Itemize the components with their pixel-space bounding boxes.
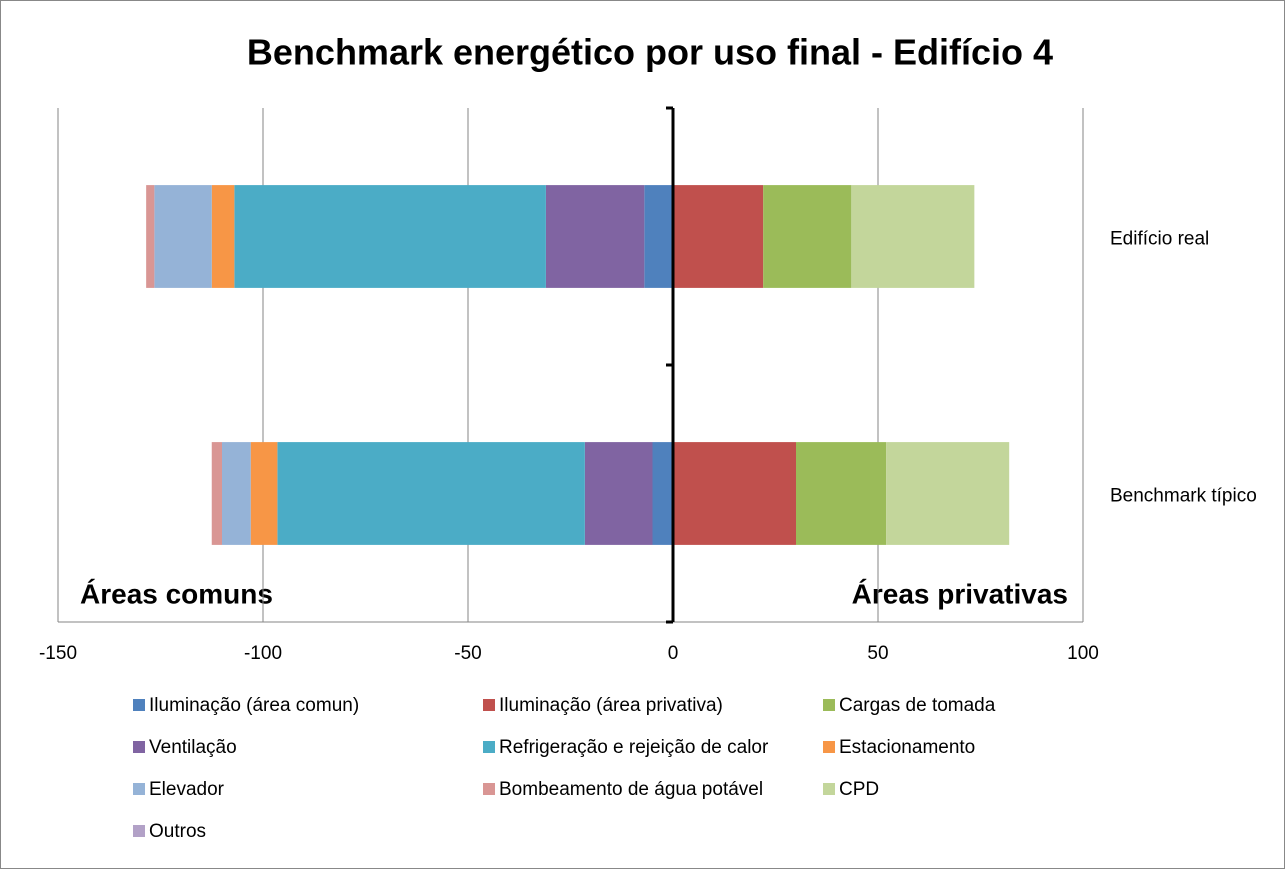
bar [644,185,673,288]
bar [886,442,1010,545]
bar [250,442,278,545]
legend-label: Refrigeração e rejeição de calor [499,737,769,758]
annotation: Áreas comuns [80,578,273,609]
bar [234,185,546,288]
bar [796,442,887,545]
legend-label: Iluminação (área privativa) [499,695,723,716]
bar [673,185,764,288]
legend-swatch [823,783,835,795]
bar [673,442,796,545]
legend-label: Estacionamento [839,737,975,758]
bar [277,442,585,545]
legend-label: CPD [839,779,879,800]
legend-swatch [823,741,835,753]
legend-label: Ventilação [149,737,237,758]
bar [584,442,653,545]
bar [211,442,222,545]
legend-label: Outros [149,821,206,842]
x-tick-label: -50 [454,643,481,664]
bar [652,442,673,545]
annotation: Áreas privativas [852,578,1068,609]
legend-swatch [133,783,145,795]
bar [545,185,645,288]
legend-label: Cargas de tomada [839,695,996,716]
bar [222,442,251,545]
legend-label: Elevador [149,779,225,800]
x-tick-label: 100 [1067,643,1099,664]
x-tick-label: 50 [867,643,888,664]
legend-swatch [823,699,835,711]
legend-swatch [483,783,495,795]
legend-swatch [133,825,145,837]
x-tick-label: -100 [244,643,282,664]
bar [154,185,212,288]
legend-label: Iluminação (área comun) [149,695,359,716]
x-tick-label: -150 [39,643,77,664]
y-tick-label: Benchmark típico [1110,486,1257,507]
bar [851,185,975,288]
bar [146,185,155,288]
legend-label: Bombeamento de água potável [499,779,763,800]
legend-swatch [133,741,145,753]
bar [211,185,235,288]
legend-swatch [483,699,495,711]
bar [763,185,852,288]
chart-title: Benchmark energético por uso final - Edi… [247,32,1053,73]
legend-swatch [483,741,495,753]
legend-swatch [133,699,145,711]
x-tick-label: 0 [668,643,679,664]
y-tick-label: Edifício real [1110,229,1209,250]
